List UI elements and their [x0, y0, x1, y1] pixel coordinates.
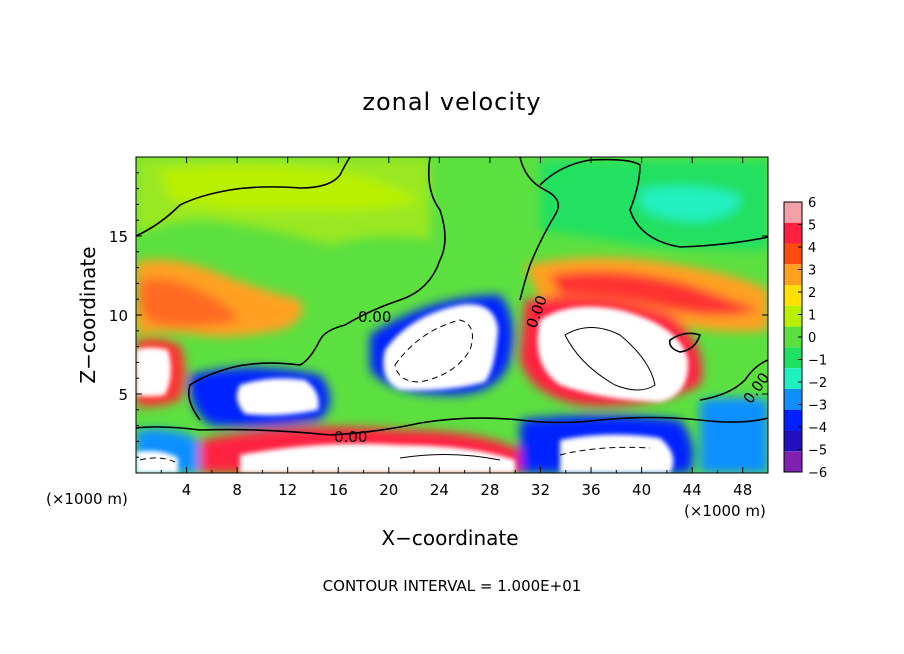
contour-solid-right-inner [564, 327, 656, 391]
colorbar-label: −2 [808, 376, 827, 391]
field-white-bottom [240, 443, 515, 473]
x-tick-label: 40 [632, 481, 651, 499]
contour-dashed-bottom-left [139, 457, 176, 463]
field-bottom-right-lightblue [700, 397, 768, 473]
colorbar-segment [784, 430, 802, 452]
contour-label-1: 0.00 [358, 308, 391, 326]
contour-line-zero-top-right [539, 158, 768, 248]
contour-line-zero-mid [519, 157, 560, 301]
colorbar-segment [784, 222, 802, 244]
colorbar-segment [784, 347, 802, 369]
x-tick-label: 12 [278, 481, 297, 499]
chart-title: zonal velocity [362, 88, 542, 116]
field-white-left-edge [136, 347, 171, 397]
colorbar-segment [784, 243, 802, 265]
y-tick-label: 10 [109, 307, 128, 325]
x-tick-label: 36 [581, 481, 600, 499]
y-tick-label: 15 [109, 228, 128, 246]
colorbar-segment [784, 285, 802, 306]
contour-line-zero-upper [187, 157, 446, 421]
contour-line-zero-top-left [136, 157, 351, 237]
colorbar-segment [784, 451, 802, 472]
colorbar-label: −6 [808, 466, 827, 481]
contour-solid-bottom [399, 453, 501, 461]
y-axis-label: Z−coordinate [76, 246, 100, 384]
x-units-right: (×1000 m) [684, 502, 766, 520]
field-white-left [236, 378, 319, 416]
x-tick-label: 24 [430, 481, 449, 499]
x-axis-label: X−coordinate [381, 526, 519, 550]
x-tick-label: 48 [733, 481, 752, 499]
colorbar-segment [784, 305, 802, 327]
colorbar-label: 3 [808, 264, 816, 279]
colorbar-label: 0 [808, 331, 816, 346]
colorbar: 6 5 4 3 2 1 0 −1 −2 −3 −4 −5 −6 [783, 196, 827, 481]
field-right-red-band [550, 271, 760, 315]
y-tick-label: 5 [118, 386, 128, 404]
x-tick-label: 28 [480, 481, 499, 499]
x-units-left: (×1000 m) [46, 490, 128, 508]
colorbar-label: 1 [808, 309, 816, 324]
contour-loop-right [668, 332, 702, 353]
colorbar-segment [784, 368, 802, 389]
colorbar-label: 5 [808, 219, 816, 234]
colorbar-label: 2 [808, 286, 816, 301]
field-left-orange-core [140, 278, 240, 327]
colorbar-label: 4 [808, 241, 816, 256]
colorbar-label: −5 [808, 444, 827, 459]
colorbar-segment [784, 409, 802, 431]
x-tick-label: 44 [683, 481, 702, 499]
contour-line-zero-right [699, 359, 768, 401]
colorbar-segment [784, 264, 802, 286]
colorbar-label: −1 [808, 354, 827, 369]
heatmap-field [136, 157, 768, 473]
colorbar-segment [784, 202, 802, 223]
field-white-bottom-right [560, 434, 674, 473]
colorbar-label: −3 [808, 399, 827, 414]
contour-interval-footer: CONTOUR INTERVAL = 1.000E+01 [322, 577, 582, 595]
colorbar-segment [784, 326, 802, 348]
contour-dashed-bottom-right [559, 446, 651, 456]
colorbar-label: 6 [808, 196, 816, 211]
x-tick-label: 4 [182, 481, 192, 499]
x-tick-label: 16 [329, 481, 348, 499]
contour-line-zero-lower [136, 416, 768, 436]
x-tick-label: 32 [531, 481, 550, 499]
colorbar-segment [784, 388, 802, 410]
field-upper-cyan [640, 186, 741, 222]
field-white-bottom-left [136, 450, 178, 473]
x-tick-label: 20 [379, 481, 398, 499]
contour-label-2: 0.00 [334, 428, 367, 446]
x-tick-label: 8 [232, 481, 242, 499]
colorbar-label: −4 [808, 421, 827, 436]
